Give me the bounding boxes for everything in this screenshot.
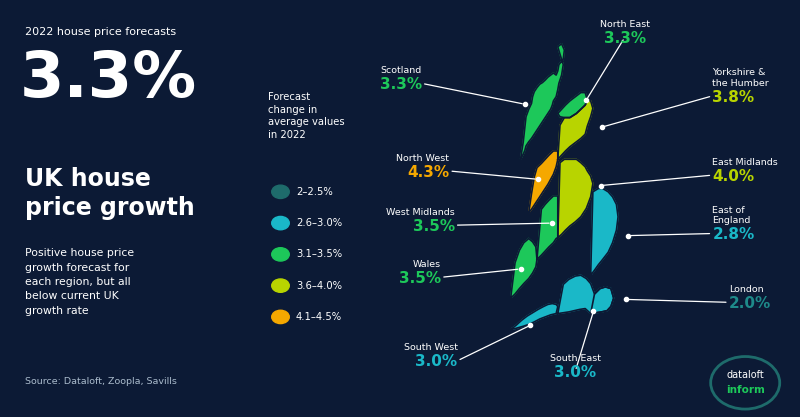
Circle shape: [272, 248, 290, 261]
Text: UK house
price growth: UK house price growth: [26, 167, 195, 219]
Polygon shape: [529, 151, 558, 213]
Circle shape: [272, 279, 290, 292]
Text: 2022 house price forecasts: 2022 house price forecasts: [26, 27, 176, 37]
Text: South West: South West: [403, 343, 458, 352]
Polygon shape: [558, 100, 593, 159]
Circle shape: [710, 357, 780, 409]
Text: 3.3%: 3.3%: [380, 77, 422, 92]
Text: West Midlands: West Midlands: [386, 208, 454, 217]
Text: East of
England: East of England: [712, 206, 750, 225]
Polygon shape: [510, 304, 558, 329]
Polygon shape: [521, 44, 564, 159]
Text: 4.3%: 4.3%: [407, 165, 450, 180]
Text: East Midlands: East Midlands: [712, 158, 778, 167]
Polygon shape: [537, 196, 558, 259]
Polygon shape: [590, 287, 614, 314]
Text: 3.5%: 3.5%: [399, 271, 441, 286]
Polygon shape: [558, 93, 587, 118]
Text: 3.1–3.5%: 3.1–3.5%: [296, 249, 342, 259]
Text: 2.0%: 2.0%: [729, 296, 771, 311]
Text: North West: North West: [396, 153, 450, 163]
Text: dataloft: dataloft: [726, 370, 764, 380]
Text: Source: Dataloft, Zoopla, Savills: Source: Dataloft, Zoopla, Savills: [26, 377, 177, 386]
Text: 3.3%: 3.3%: [20, 48, 198, 110]
Text: 3.3%: 3.3%: [603, 31, 646, 46]
Text: 2.8%: 2.8%: [712, 227, 754, 242]
Text: 2–2.5%: 2–2.5%: [296, 187, 333, 197]
Text: Yorkshire &
the Humber: Yorkshire & the Humber: [712, 68, 769, 88]
Text: Positive house price
growth forecast for
each region, but all
below current UK
g: Positive house price growth forecast for…: [26, 248, 134, 316]
Polygon shape: [558, 159, 593, 238]
Polygon shape: [590, 188, 618, 275]
Text: 4.1–4.5%: 4.1–4.5%: [296, 312, 342, 322]
Text: 2.6–3.0%: 2.6–3.0%: [296, 218, 342, 228]
Text: 3.6–4.0%: 3.6–4.0%: [296, 281, 342, 291]
Text: Scotland: Scotland: [381, 66, 422, 75]
Circle shape: [272, 185, 290, 198]
Text: Forecast
change in
average values
in 2022: Forecast change in average values in 202…: [269, 92, 345, 140]
Text: London: London: [729, 285, 763, 294]
Text: South East: South East: [550, 354, 601, 363]
Text: 3.5%: 3.5%: [413, 219, 454, 234]
Polygon shape: [510, 239, 537, 298]
Text: 4.0%: 4.0%: [712, 169, 754, 184]
Text: 3.0%: 3.0%: [554, 365, 596, 380]
Text: Wales: Wales: [413, 260, 441, 269]
Text: 3.0%: 3.0%: [415, 354, 458, 369]
Circle shape: [272, 310, 290, 324]
Text: North East: North East: [600, 20, 650, 29]
Text: inform: inform: [726, 385, 765, 395]
Polygon shape: [558, 275, 614, 314]
Text: 3.8%: 3.8%: [712, 90, 754, 105]
Circle shape: [272, 216, 290, 230]
